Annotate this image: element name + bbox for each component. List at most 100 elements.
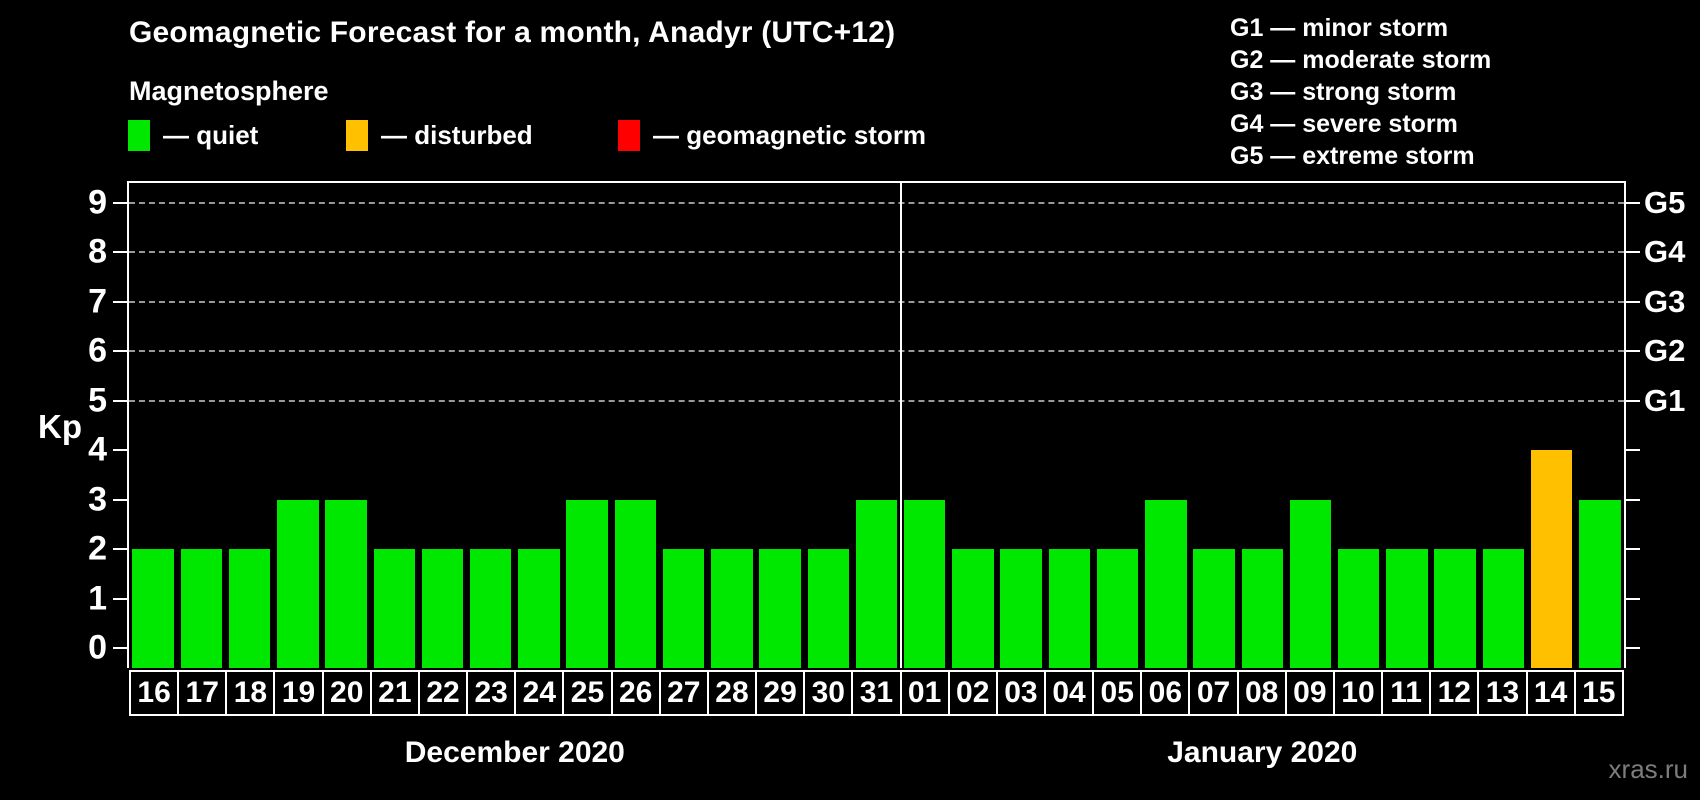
date-label-25: 25 [562, 670, 613, 716]
y-tick-left-6 [113, 350, 127, 353]
y-tick-right-7 [1626, 300, 1640, 303]
gridline-kp-9 [129, 201, 1624, 204]
date-label-10: 10 [1332, 670, 1384, 716]
y-tick-left-8 [113, 251, 127, 254]
gridline-kp-7 [129, 300, 1624, 303]
y-tick-left-2 [113, 548, 127, 551]
y-axis-line-right [1624, 181, 1626, 668]
bar-day-02 [952, 549, 994, 668]
legend-label-storm: — geomagnetic storm [653, 120, 927, 150]
y-tick-label-7: 7 [88, 282, 107, 321]
bar-day-26 [614, 499, 657, 668]
bar-day-20 [325, 499, 367, 668]
y-tick-left-5 [113, 399, 127, 402]
magnetosphere-label: Magnetosphere [129, 76, 329, 106]
legend-item-disturbed: — disturbed [346, 120, 533, 151]
storm-scale-line-g3: G3 — strong storm [1230, 78, 1457, 106]
y-tick-left-4 [113, 449, 127, 452]
x-axis-date-row: 16 17 18 19 20 21 22 23 24 25 26 27 28 29 30 31 01 02 03 04… [129, 670, 1624, 716]
plot-area: 0 1 2 3 4 5 6 7 8 9 G1 G2 G3 G4 G5 [88, 181, 1685, 668]
bar-day-19 [277, 499, 319, 668]
legend-label-disturbed: — disturbed [381, 120, 533, 150]
date-label-01: 01 [899, 670, 950, 716]
date-label-13: 13 [1477, 670, 1528, 716]
y-tick-left-1 [113, 597, 127, 600]
storm-scale-line-g2: G2 — moderate storm [1230, 46, 1492, 74]
storm-scale-legend: G1 — minor storm G2 — moderate storm G3 — … [1230, 12, 1491, 172]
storm-scale-line-g4: G4 — severe storm [1230, 110, 1458, 138]
bar-day-15 [1579, 499, 1621, 668]
bar-legend: — quiet — disturbed — geomagnetic storm [0, 120, 1100, 156]
y-axis-label-kp: Kp [38, 408, 82, 445]
month-label-2: January 2020 [1167, 736, 1358, 769]
bar-day-09 [1289, 499, 1332, 668]
y-tick-right-8 [1626, 251, 1640, 254]
bar-day-31 [855, 499, 898, 668]
y-tick-left-0 [113, 647, 127, 650]
y-tick-right-2 [1626, 548, 1640, 551]
g-scale-label-g1: G1 [1644, 382, 1686, 418]
date-label-19: 19 [273, 670, 324, 716]
bar-day-10 [1338, 549, 1380, 668]
y-tick-left-7 [113, 300, 127, 303]
date-label-18: 18 [225, 670, 276, 716]
y-tick-label-5: 5 [88, 381, 107, 420]
date-label-27: 27 [658, 670, 709, 716]
bar-day-28 [711, 549, 753, 668]
bar-day-21 [373, 549, 415, 668]
date-label-22: 22 [417, 670, 469, 716]
bar-day-14 [1530, 450, 1573, 668]
bar-day-29 [759, 549, 801, 668]
bar-day-24 [518, 549, 560, 668]
y-tick-right-1 [1626, 597, 1640, 600]
date-label-08: 08 [1236, 670, 1287, 716]
bar-day-12 [1434, 549, 1476, 668]
date-label-02: 02 [947, 670, 998, 716]
date-label-23: 23 [466, 670, 517, 716]
storm-scale-line-g1: G1 — minor storm [1230, 14, 1449, 42]
date-label-31: 31 [851, 670, 902, 716]
y-tick-right-6 [1626, 350, 1640, 353]
y-tick-label-2: 2 [88, 529, 107, 568]
y-tick-right-3 [1626, 498, 1640, 501]
bar-day-25 [566, 499, 608, 668]
y-tick-left-3 [113, 498, 127, 501]
gridline-kp-6 [129, 350, 1624, 353]
date-label-07: 07 [1188, 670, 1239, 716]
y-tick-label-1: 1 [88, 579, 107, 618]
month-label-1: December 2020 [404, 736, 625, 769]
date-label-09: 09 [1284, 670, 1335, 716]
storm-scale-line-g5: G5 — extreme storm [1230, 142, 1475, 170]
y-tick-label-9: 9 [88, 183, 107, 222]
date-label-17: 17 [177, 670, 228, 716]
bar-day-23 [469, 549, 512, 668]
month-separator-line [899, 183, 902, 668]
date-label-16: 16 [129, 670, 180, 716]
legend-item-quiet: — quiet [128, 120, 258, 151]
page-title: Geomagnetic Forecast for a month, Anadyr… [129, 16, 896, 49]
y-tick-label-6: 6 [88, 331, 107, 370]
gridline-kp-8 [129, 251, 1624, 254]
bar-day-11 [1386, 549, 1428, 668]
bar-day-27 [662, 549, 705, 668]
legend-label-quiet: — quiet [163, 120, 259, 150]
plot-top-border [127, 181, 1626, 183]
bar-day-03 [1000, 549, 1042, 668]
date-label-03: 03 [995, 670, 1046, 716]
date-label-28: 28 [706, 670, 758, 716]
y-tick-right-4 [1626, 449, 1640, 452]
date-label-30: 30 [803, 670, 854, 716]
y-tick-left-9 [113, 201, 127, 204]
quiet-swatch [128, 120, 150, 151]
date-label-06: 06 [1140, 670, 1191, 716]
g-scale-label-g4: G4 [1644, 234, 1686, 270]
g-scale-label-g5: G5 [1644, 184, 1686, 220]
date-label-26: 26 [610, 670, 661, 716]
bar-day-16 [132, 549, 174, 668]
bar-day-17 [180, 549, 223, 668]
legend-item-storm: — geomagnetic storm [618, 120, 926, 151]
y-axis-line-left [127, 181, 129, 668]
date-label-24: 24 [514, 670, 565, 716]
date-label-12: 12 [1429, 670, 1480, 716]
